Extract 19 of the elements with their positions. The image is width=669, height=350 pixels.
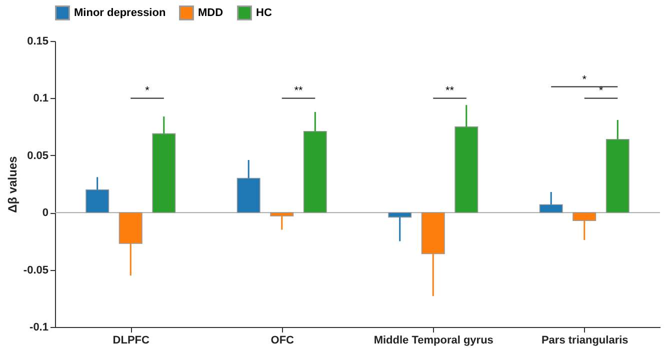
y-axis-title: Δβ values (5, 156, 20, 213)
legend-label: Minor depression (74, 6, 166, 19)
y-tick-label: 0 (42, 207, 48, 220)
annotation: * (598, 85, 604, 98)
y-tick-label: 0.05 (27, 150, 48, 162)
x-tick-label: Pars triangularis (541, 334, 628, 346)
y-tick-label: -0.1 (30, 322, 48, 334)
y-tick-label: 0.15 (27, 36, 48, 48)
y-tick-label: 0.1 (33, 92, 48, 105)
annotation: ** (294, 85, 304, 98)
x-tick-label: OFC (270, 334, 294, 346)
legend-label: MDD (198, 6, 224, 19)
legend-label: HC (256, 6, 272, 19)
annotation: * (582, 74, 588, 86)
x-tick-label: DLPFC (112, 334, 150, 346)
x-tick-label: Middle Temporal gyrus (374, 334, 494, 346)
annotation: ** (445, 85, 455, 98)
annotation: * (145, 85, 150, 98)
y-tick-label: -0.05 (23, 264, 48, 276)
